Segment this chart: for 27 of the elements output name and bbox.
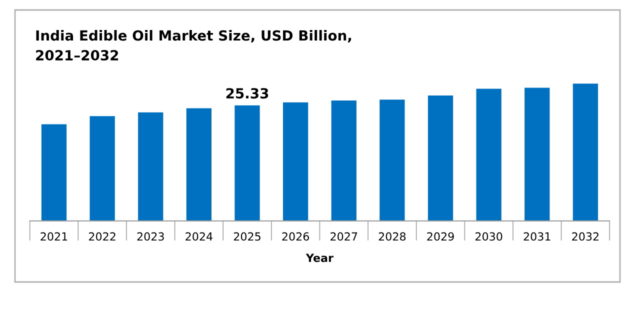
x-tick-label: 2028 xyxy=(378,232,406,241)
x-tick-label: 2022 xyxy=(88,232,116,241)
bar xyxy=(186,108,212,221)
x-tick-label: 2031 xyxy=(524,232,550,241)
chart-title: India Edible Oil Market Size, USD Billion, 2021–2032 xyxy=(36,30,352,61)
x-axis-title: Year xyxy=(306,254,334,262)
bar xyxy=(41,124,67,221)
x-tick-label: 2032 xyxy=(572,232,598,241)
x-tick-label: 2026 xyxy=(282,232,310,241)
x-tick-label: 2027 xyxy=(330,232,358,241)
bar xyxy=(524,88,550,221)
x-tick-label: 2030 xyxy=(475,232,502,241)
bar xyxy=(380,100,405,221)
bar xyxy=(572,84,598,221)
bar xyxy=(331,100,356,221)
x-tick-label: 2021 xyxy=(40,232,68,241)
bar xyxy=(428,96,454,221)
x-tick-label: 2023 xyxy=(137,232,164,241)
bar xyxy=(234,105,260,221)
x-tick-label: 2029 xyxy=(427,232,454,241)
bar xyxy=(90,116,115,221)
bar xyxy=(283,102,308,221)
bar xyxy=(138,112,164,221)
data-label: 25.33 xyxy=(226,88,268,99)
bar xyxy=(476,88,502,221)
x-tick-label: 2024 xyxy=(186,232,212,241)
x-tick-label: 2025 xyxy=(234,232,260,241)
